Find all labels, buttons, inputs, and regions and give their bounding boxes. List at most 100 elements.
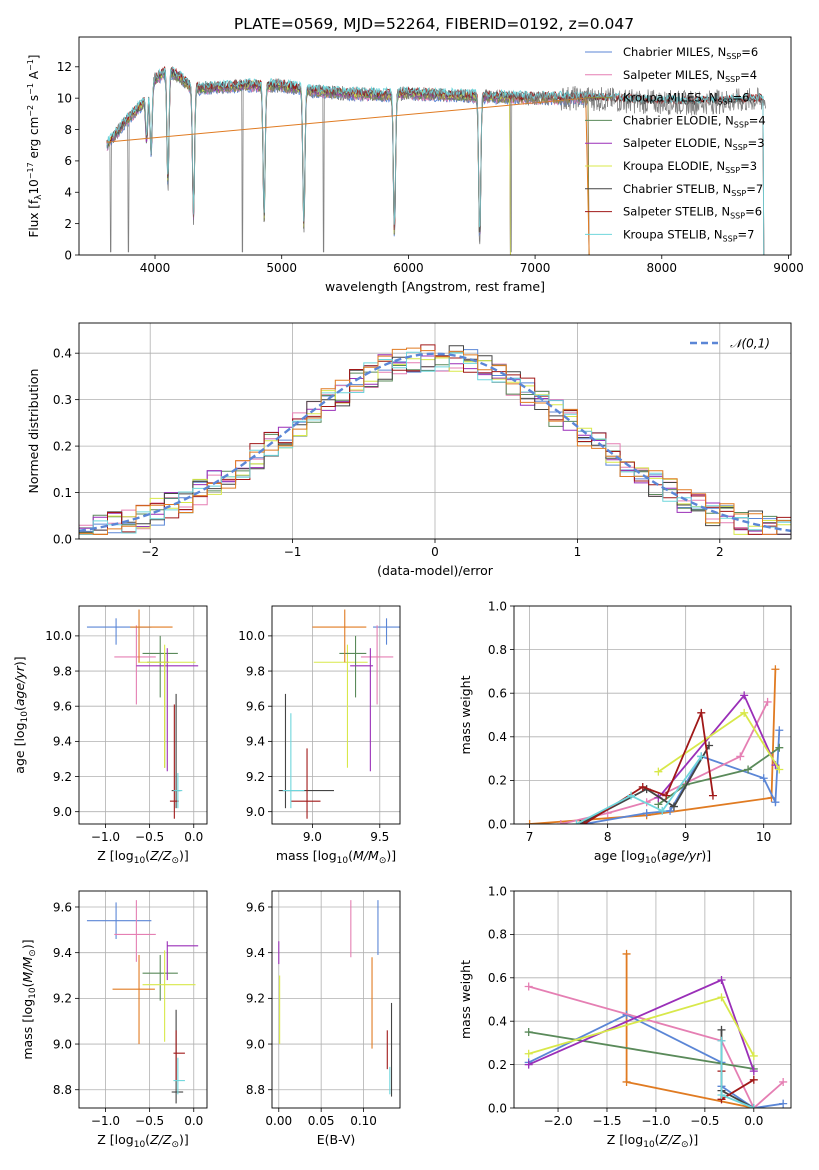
legend-label: Kroupa MILES, NSSP=6 xyxy=(623,91,749,107)
y-tick-label: 0.0 xyxy=(488,817,507,831)
figure-title: PLATE=0569, MJD=52264, FIBERID=0192, z=0… xyxy=(234,15,634,33)
x-tick-label: 7000 xyxy=(520,261,551,275)
weight-point-marker xyxy=(622,1077,631,1086)
spectrum-plot-area xyxy=(106,66,767,255)
y-tick-label: 0.1 xyxy=(53,486,72,500)
legend-label: Kroupa STELIB, NSSP=7 xyxy=(623,227,754,243)
weight-point-marker xyxy=(717,993,726,1002)
x-tick-label: 9.0 xyxy=(303,830,322,844)
x-tick-label: −1.0 xyxy=(641,1114,670,1128)
x-tick-label: 9000 xyxy=(773,261,804,275)
weight-point-marker xyxy=(779,1077,788,1086)
weight-point-marker xyxy=(775,726,784,735)
x-tick-label: 1 xyxy=(574,545,582,559)
y-tick-label: 0.2 xyxy=(53,439,72,453)
weight-point-marker xyxy=(775,765,784,774)
weight-point-marker xyxy=(658,806,667,815)
weight-point-marker xyxy=(524,982,533,991)
weight-point-marker xyxy=(763,697,772,706)
weight-point-marker xyxy=(717,1090,726,1099)
weight_vs_Z-ylabel: mass weight xyxy=(458,960,473,1039)
weight_vs_age-frame xyxy=(513,605,792,825)
weight-point-marker xyxy=(524,1060,533,1069)
weight-series-line xyxy=(625,953,754,1108)
x-tick-label: 0.0 xyxy=(184,1114,203,1128)
weight-point-marker xyxy=(669,802,678,811)
y-tick-label: 9.0 xyxy=(53,1037,72,1051)
y-tick-label: 10.0 xyxy=(238,629,265,643)
y-tick-label: 9.2 xyxy=(246,992,265,1006)
weight-point-marker xyxy=(771,798,780,807)
age-vs-mass-xlabel: mass [log10(M/M⊙)] xyxy=(276,848,396,866)
y-tick-label: 8.8 xyxy=(53,1083,72,1097)
age_vs_mass-axes: 9.0 9.5 9.0 9.2 9.4 9.6 9.8 10.0 mass [log10(M/M… xyxy=(238,605,401,866)
y-tick-label: 0.4 xyxy=(488,1015,507,1029)
y-tick-label: 12 xyxy=(57,60,72,74)
weight_vs_age-ylabel: mass weight xyxy=(458,675,473,754)
plot-grid: 4000 5000 6000 7000 8000 9000024681012wavelen… xyxy=(12,36,804,1150)
weight-point-marker xyxy=(525,820,534,824)
weight-point-marker xyxy=(697,708,706,717)
y-tick-label: 9.6 xyxy=(246,900,265,914)
weight-point-marker xyxy=(654,767,663,776)
x-tick-label: 4000 xyxy=(140,261,171,275)
y-tick-label: 8.8 xyxy=(246,1083,265,1097)
hist-ylabel: Normed distribution xyxy=(26,369,41,494)
weight-point-marker xyxy=(736,752,745,761)
spectrum-legend: Chabrier MILES, NSSP=6 Salpeter MILES, NS… xyxy=(585,45,766,243)
spectrum-frame xyxy=(78,36,792,256)
y-tick-label: 1.0 xyxy=(488,884,507,898)
y-tick-label: 9.4 xyxy=(53,946,72,960)
x-tick-label: 8 xyxy=(604,830,612,844)
y-tick-label: 0.0 xyxy=(53,532,72,546)
weight-point-marker xyxy=(524,1049,533,1058)
weight-point-marker xyxy=(622,949,631,958)
age_vs_mass-frame xyxy=(271,605,401,825)
y-tick-label: 9.0 xyxy=(53,805,72,819)
weight-point-marker xyxy=(580,820,589,824)
x-tick-label: −1 xyxy=(284,545,302,559)
weight-series-line xyxy=(528,996,755,1057)
weight-point-marker xyxy=(524,1028,533,1037)
y-tick-label: 9.4 xyxy=(246,735,265,749)
x-tick-label: 10 xyxy=(756,830,771,844)
weight-point-marker xyxy=(744,765,753,774)
spectrum-ylabel: Flux [fλ10−17 erg cm−2 s−1 A−1] xyxy=(26,55,44,238)
legend-label: Salpeter STELIB, NSSP=6 xyxy=(623,205,762,221)
weight-point-marker xyxy=(749,1075,758,1084)
weight-point-marker xyxy=(749,1067,758,1076)
weight-vs-age-xlabel: age [log10(age/yr)] xyxy=(594,848,711,866)
age_vs_Z-frame xyxy=(78,605,208,825)
weight-series-line xyxy=(560,701,769,824)
y-tick-label: 0.2 xyxy=(488,774,507,788)
legend-label: Chabrier MILES, NSSP=6 xyxy=(623,45,758,61)
legend-label: Chabrier ELODIE, NSSP=4 xyxy=(623,113,766,129)
x-tick-label: −0.5 xyxy=(135,830,164,844)
y-tick-label: 1.0 xyxy=(488,599,507,613)
mass-vs-z-ylabel: mass [log10(M/M⊙)] xyxy=(20,939,38,1059)
x-tick-label: 0.0 xyxy=(744,1114,763,1128)
age_vs_mass-plot-area xyxy=(278,609,400,819)
y-tick-label: 0.6 xyxy=(488,971,507,985)
weight-series-line xyxy=(579,745,710,824)
x-tick-label: 9 xyxy=(682,830,690,844)
weight-point-marker xyxy=(740,708,749,717)
weight-point-marker xyxy=(717,1025,726,1034)
y-tick-label: 0 xyxy=(64,248,72,262)
x-tick-label: −1.0 xyxy=(91,1114,120,1128)
x-tick-label: 9.5 xyxy=(370,830,389,844)
y-tick-label: 9.4 xyxy=(246,946,265,960)
x-tick-label: −0.5 xyxy=(690,1114,719,1128)
y-tick-label: 9.8 xyxy=(246,664,265,678)
weight-point-marker xyxy=(666,806,675,815)
x-tick-label: 8000 xyxy=(647,261,678,275)
model-spectrum-line xyxy=(106,70,590,255)
weight-point-marker xyxy=(662,791,671,800)
y-tick-label: 9.0 xyxy=(246,805,265,819)
weight-point-marker xyxy=(717,1036,726,1045)
legend-label: Kroupa ELODIE, NSSP=3 xyxy=(623,159,757,175)
weight-series-line xyxy=(529,669,777,824)
normal-reference-curve xyxy=(79,352,791,533)
weight-series-line xyxy=(657,746,780,806)
y-tick-label: 0.8 xyxy=(488,643,507,657)
